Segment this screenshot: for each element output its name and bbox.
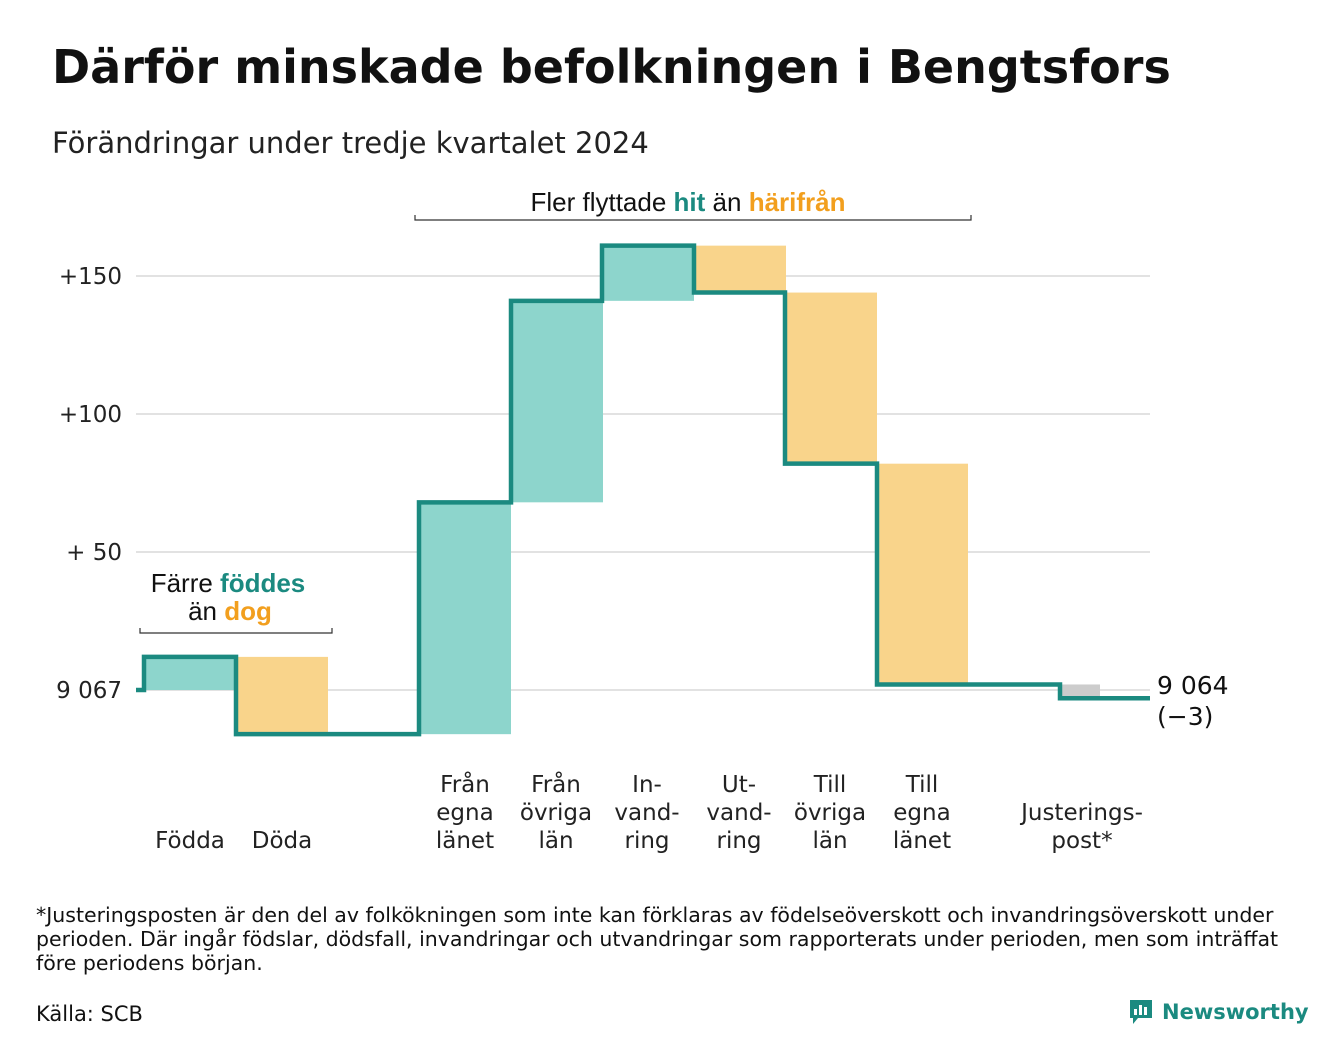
bar-döda <box>236 656 328 735</box>
category-label: länet <box>436 828 494 854</box>
migration-annotation-text: Fler flyttade hit än härifrån <box>530 187 845 217</box>
category-labels: Födda DödaFrånegnalänetFrånövrigalänIn-va… <box>155 770 1143 854</box>
source-label: Källa: SCB <box>36 1002 143 1026</box>
bar-tillegnalänet <box>877 463 968 685</box>
category-label: In- <box>632 772 662 798</box>
newsworthy-logo: Newsworthy <box>1128 998 1309 1026</box>
chart-subtitle: Förändringar under tredje kvartalet 2024 <box>52 126 649 160</box>
births-annotation: Färre föddes än dog <box>139 568 333 634</box>
y-axis-ticks: 9 067 + 50 +100 +150 <box>56 264 122 704</box>
y-tick-label: + 50 <box>66 540 122 566</box>
category-label: Döda <box>252 828 312 854</box>
y-tick-label: 9 067 <box>56 678 122 704</box>
category-label: egna <box>436 800 493 826</box>
migration-bracket <box>414 215 972 221</box>
category-label: övriga <box>794 800 866 826</box>
category-label: egna <box>893 800 950 826</box>
end-value-label: 9 064 <box>1157 671 1229 700</box>
category-label: Till <box>813 772 847 798</box>
category-label: ring <box>716 828 761 854</box>
births-annotation-line2: än dog <box>188 596 272 626</box>
category-label: Ut- <box>722 772 756 798</box>
births-bracket <box>139 628 333 634</box>
category-label: ring <box>624 828 669 854</box>
category-label: övriga <box>520 800 592 826</box>
cumulative-step-line <box>136 243 1150 737</box>
category-label: länet <box>893 828 951 854</box>
category-label: vand- <box>614 800 679 826</box>
y-tick-label: +100 <box>59 402 122 428</box>
chart-title: Därför minskade befolkningen i Bengtsfor… <box>52 40 1171 94</box>
category-label: Födda <box>155 828 225 854</box>
end-change-label: (−3) <box>1157 702 1213 731</box>
category-label: Från <box>440 770 490 798</box>
category-label: vand- <box>706 800 771 826</box>
gridlines <box>136 275 1150 691</box>
category-label: Justerings- <box>1019 800 1143 826</box>
waterfall-chart: 9 067+ 50+100+150 Födda DödaFrånegnalänet… <box>56 187 1229 854</box>
category-label: Från <box>531 770 581 798</box>
bar-frånövrigalän <box>511 300 603 503</box>
bar-frånegnalänet <box>419 502 511 735</box>
cumulative-line <box>136 243 1150 737</box>
footnote: *Justeringsposten är den del av folkökni… <box>36 903 1279 975</box>
category-label: län <box>812 828 847 854</box>
bar-invandring <box>602 245 694 301</box>
bar-födda <box>144 656 236 690</box>
bar-tillövrigalän <box>785 292 877 464</box>
migration-annotation: Fler flyttade hit än härifrån <box>414 187 972 221</box>
category-label: Till <box>905 772 939 798</box>
category-label: län <box>538 828 573 854</box>
bar-utvandring <box>694 245 786 293</box>
y-tick-label: +150 <box>59 264 122 290</box>
bar-justeringspost <box>1060 684 1100 699</box>
brand-name: Newsworthy <box>1162 1000 1309 1024</box>
bars <box>144 245 1100 735</box>
births-annotation-line1: Färre föddes <box>151 568 306 598</box>
newsworthy-icon <box>1130 1000 1152 1024</box>
category-label: post* <box>1051 828 1112 854</box>
